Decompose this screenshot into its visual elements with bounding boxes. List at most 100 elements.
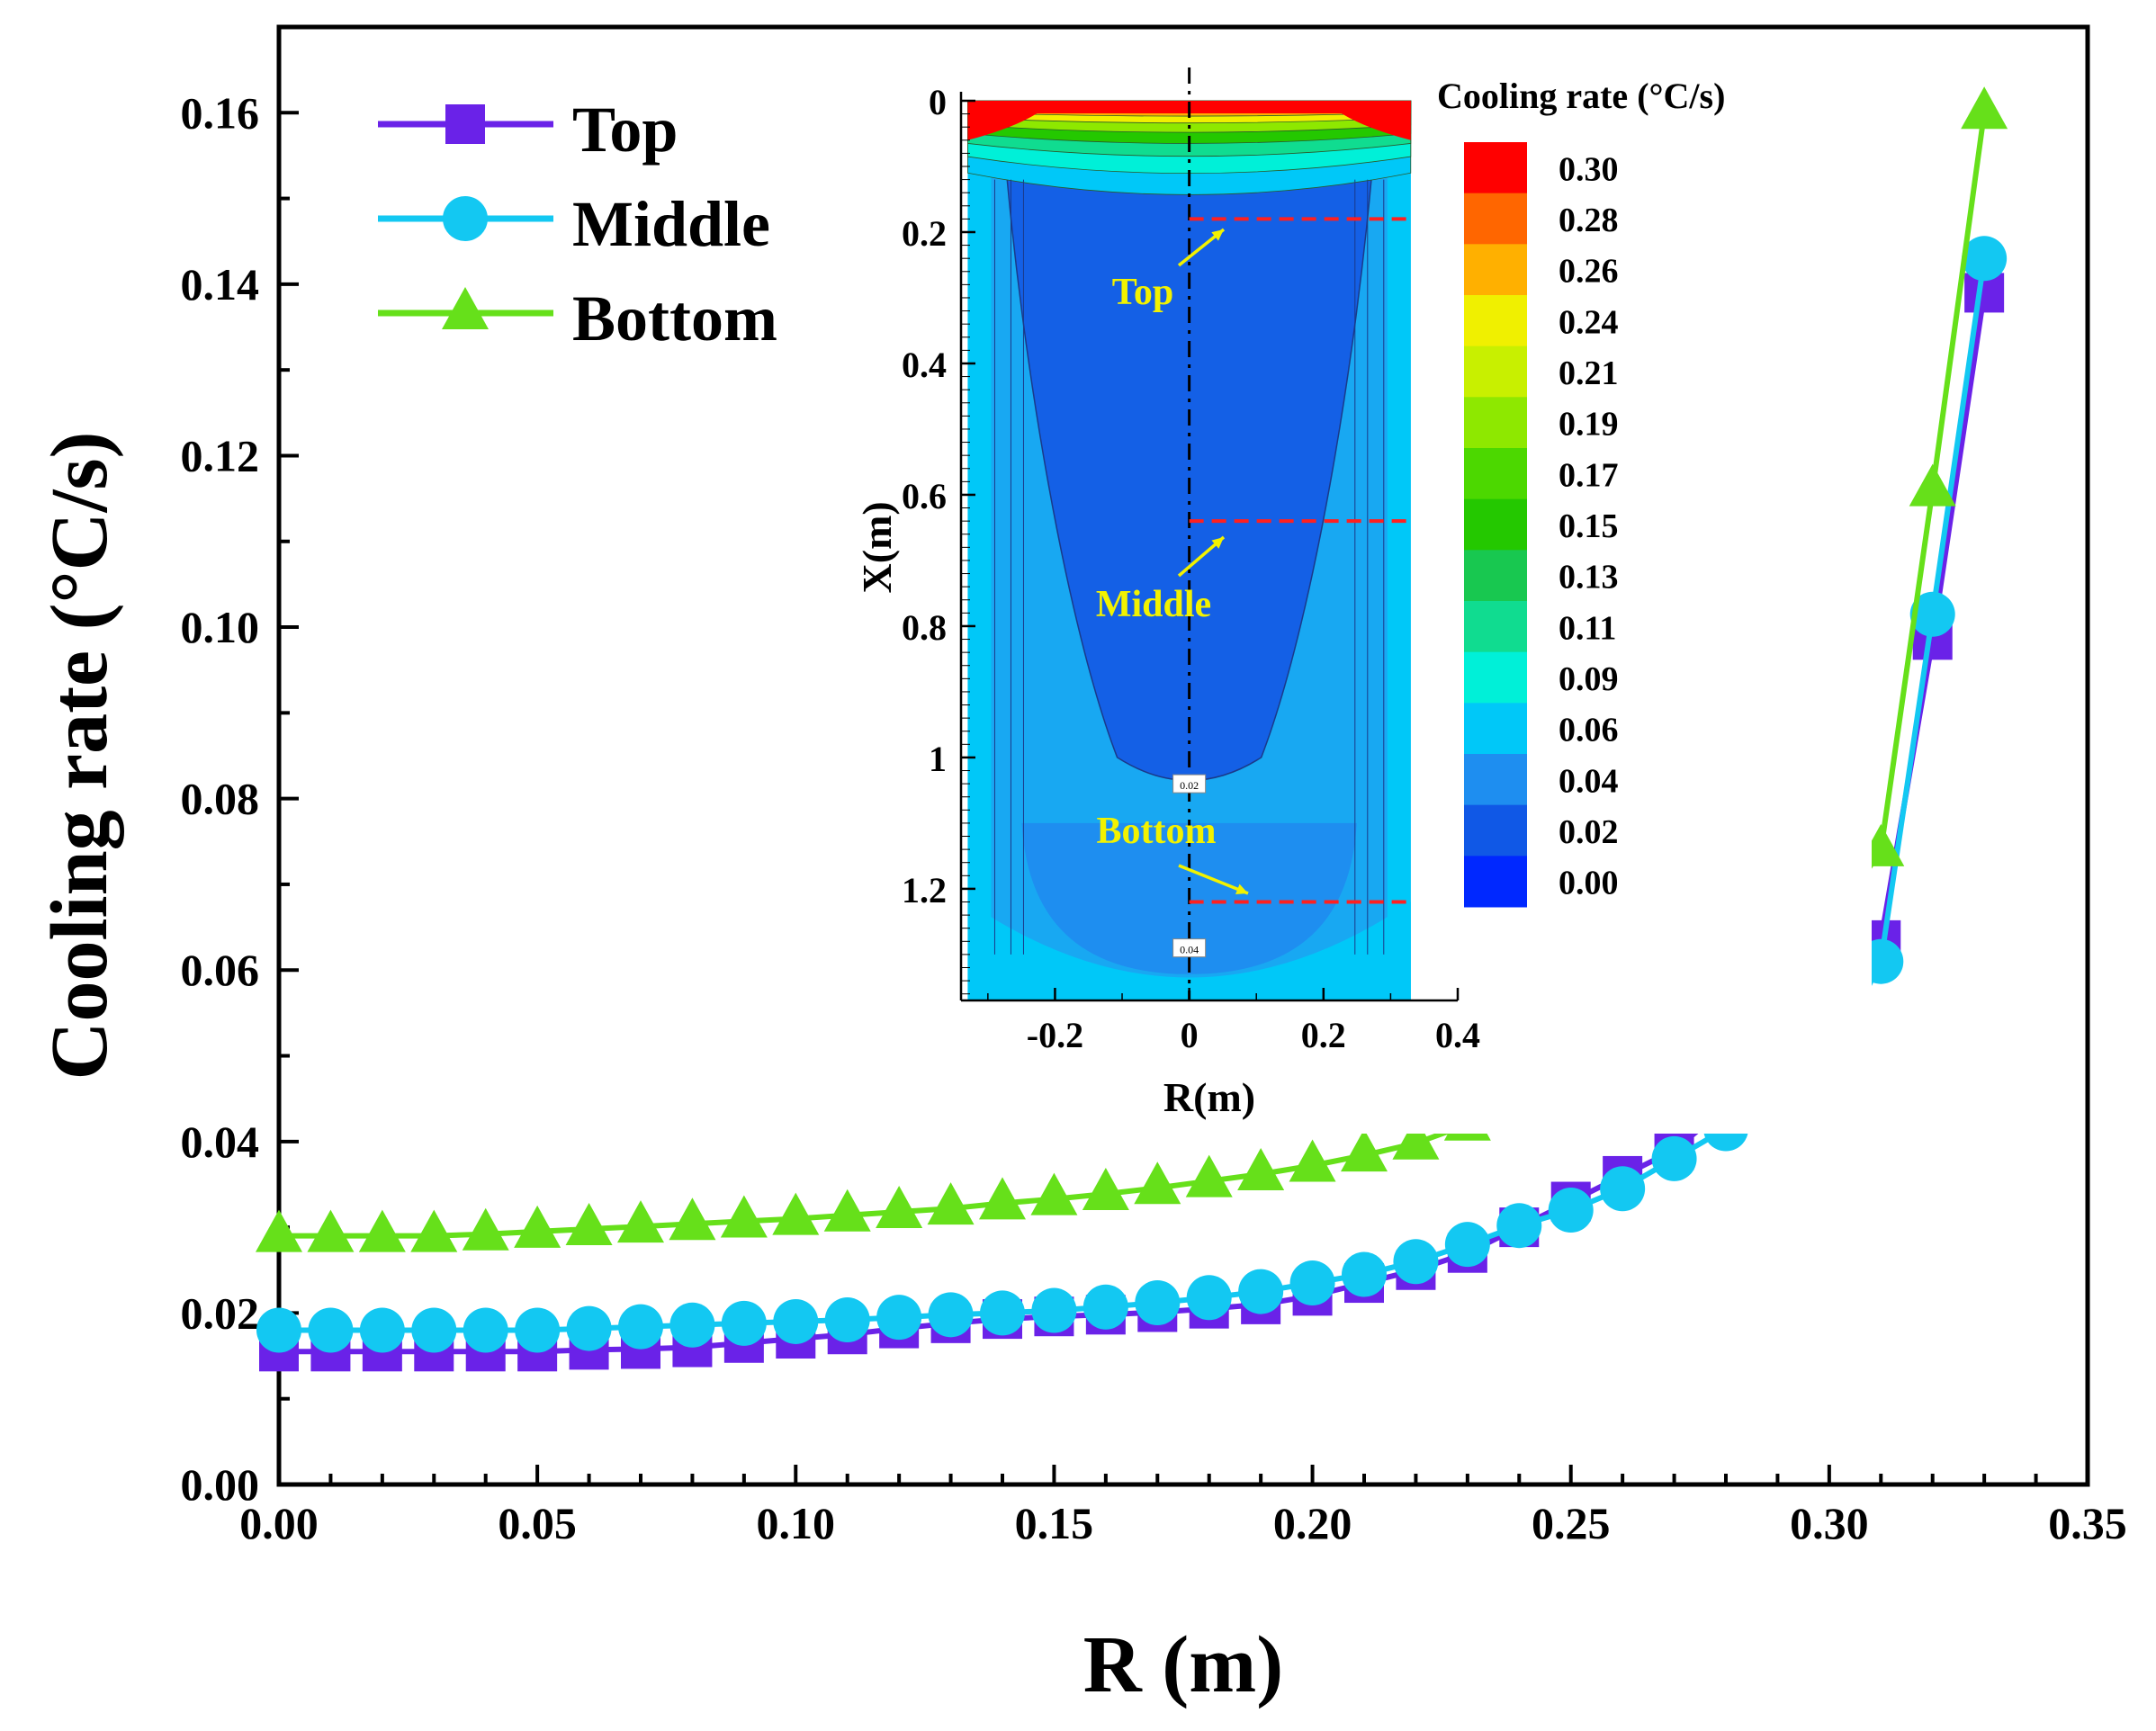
colorbar-swatch <box>1464 193 1527 245</box>
legend-label: Middle <box>572 188 770 260</box>
series-middle <box>256 236 2008 1353</box>
data-point <box>876 1185 923 1228</box>
inset-x-tick-label: 0 <box>1181 1015 1199 1055</box>
y-tick-label: 0.14 <box>181 259 260 309</box>
data-point <box>1393 1239 1439 1285</box>
colorbar-level-label: 0.06 <box>1559 712 1619 749</box>
data-point <box>463 1307 508 1353</box>
data-point <box>307 1209 355 1252</box>
annotation-arrow-shaft <box>1178 864 1249 895</box>
data-point <box>980 1290 1025 1336</box>
data-point <box>1600 1166 1646 1212</box>
data-point <box>1341 1129 1388 1172</box>
y-tick-label: 0.02 <box>181 1287 260 1338</box>
legend-label: Bottom <box>572 283 777 354</box>
inset-x-axis-label: R(m) <box>1163 1074 1255 1120</box>
y-tick-label: 0.00 <box>181 1459 260 1510</box>
legend-marker <box>445 104 485 144</box>
bottom-band <box>967 901 1411 1000</box>
data-point <box>772 1192 820 1235</box>
x-tick-label: 0.15 <box>1015 1498 1094 1548</box>
data-point <box>1342 1251 1387 1297</box>
colorbar-swatch <box>1464 601 1527 653</box>
x-tick-label: 0.35 <box>2048 1498 2127 1548</box>
contour-label-box <box>1172 938 1207 958</box>
legend-label: Top <box>572 94 678 166</box>
data-point <box>1185 1154 1233 1197</box>
wall-band-left <box>967 101 992 1000</box>
data-point <box>1651 1135 1697 1181</box>
inset-y-tick-label: 0.6 <box>902 476 947 516</box>
x-tick-label: 0.05 <box>498 1498 577 1548</box>
data-point <box>720 1195 768 1238</box>
data-point <box>358 1209 406 1252</box>
data-point <box>462 1207 509 1251</box>
data-point <box>1082 1284 1128 1330</box>
data-point <box>876 1295 922 1341</box>
data-point <box>1496 1203 1542 1249</box>
data-point <box>618 1304 663 1350</box>
data-point <box>359 1307 405 1353</box>
data-point <box>1962 236 2008 282</box>
colorbar-swatch <box>1464 550 1527 602</box>
series-line <box>279 257 1988 1333</box>
data-point <box>927 1182 975 1225</box>
legend-marker <box>442 287 489 329</box>
colorbar-level-label: 0.11 <box>1559 609 1616 647</box>
data-point <box>1392 1117 1440 1160</box>
data-point <box>515 1307 561 1353</box>
data-point <box>773 1298 819 1344</box>
colorbar-swatch <box>1464 856 1527 908</box>
colorbar-swatch <box>1464 295 1527 347</box>
inset-x-tick-label: 0.4 <box>1435 1015 1480 1055</box>
colorbar-swatch <box>1464 703 1527 755</box>
colorbar-level-label: 0.17 <box>1559 456 1619 494</box>
inset-y-tick-label: 1 <box>929 739 947 779</box>
colorbar-level-label: 0.28 <box>1559 202 1619 239</box>
y-tick-label: 0.12 <box>181 430 260 480</box>
data-point <box>1238 1269 1284 1314</box>
colorbar-level-label: 0.24 <box>1559 303 1619 341</box>
annotation-arrow-head <box>1235 883 1248 894</box>
data-point <box>1237 1148 1285 1191</box>
x-tick-label: 0.25 <box>1532 1498 1611 1548</box>
colorbar-swatch <box>1464 498 1527 551</box>
colorbar-level-label: 0.09 <box>1559 660 1619 698</box>
data-point <box>669 1302 715 1348</box>
legend-marker <box>443 196 488 241</box>
colorbar-swatch <box>1464 754 1527 806</box>
contour-label: 0.04 <box>1180 944 1199 956</box>
annotation-top: Top <box>1112 228 1226 313</box>
data-point <box>617 1200 664 1243</box>
inset-y-tick-label: 1.2 <box>902 870 947 910</box>
colorbar-swatch <box>1464 345 1527 398</box>
y-axis-label: Cooling rate (°C/s) <box>35 432 124 1081</box>
data-point <box>514 1205 561 1248</box>
data-point <box>308 1307 354 1353</box>
plot-frame <box>276 24 2090 1487</box>
data-point <box>411 1307 457 1353</box>
data-point <box>256 1307 301 1353</box>
data-point <box>1289 1139 1336 1182</box>
data-point <box>979 1177 1026 1220</box>
colorbar-level-label: 0.00 <box>1559 865 1619 902</box>
x-tick-label: 0.20 <box>1273 1498 1352 1548</box>
contour-label-box <box>1172 774 1207 794</box>
colorbar-swatch <box>1464 142 1527 194</box>
colorbar-swatch <box>1464 448 1527 500</box>
colorbar-swatch <box>1464 397 1527 449</box>
data-point <box>1031 1287 1077 1333</box>
data-point <box>1135 1279 1181 1325</box>
annotation-label: Middle <box>1096 584 1211 625</box>
contour-label: 0.02 <box>1180 779 1199 792</box>
x-tick-label: 0.30 <box>1790 1498 1869 1548</box>
annotation-label: Bottom <box>1097 811 1217 852</box>
colorbar-title: Cooling rate (°C/s) <box>1437 76 1725 116</box>
data-point <box>1961 86 2008 130</box>
data-point <box>669 1197 716 1241</box>
inset-y-axis-label: X(m) <box>854 501 900 593</box>
y-tick-label: 0.04 <box>181 1117 260 1167</box>
inset-x-tick-label: -0.2 <box>1027 1015 1083 1055</box>
data-point <box>1030 1172 1078 1215</box>
